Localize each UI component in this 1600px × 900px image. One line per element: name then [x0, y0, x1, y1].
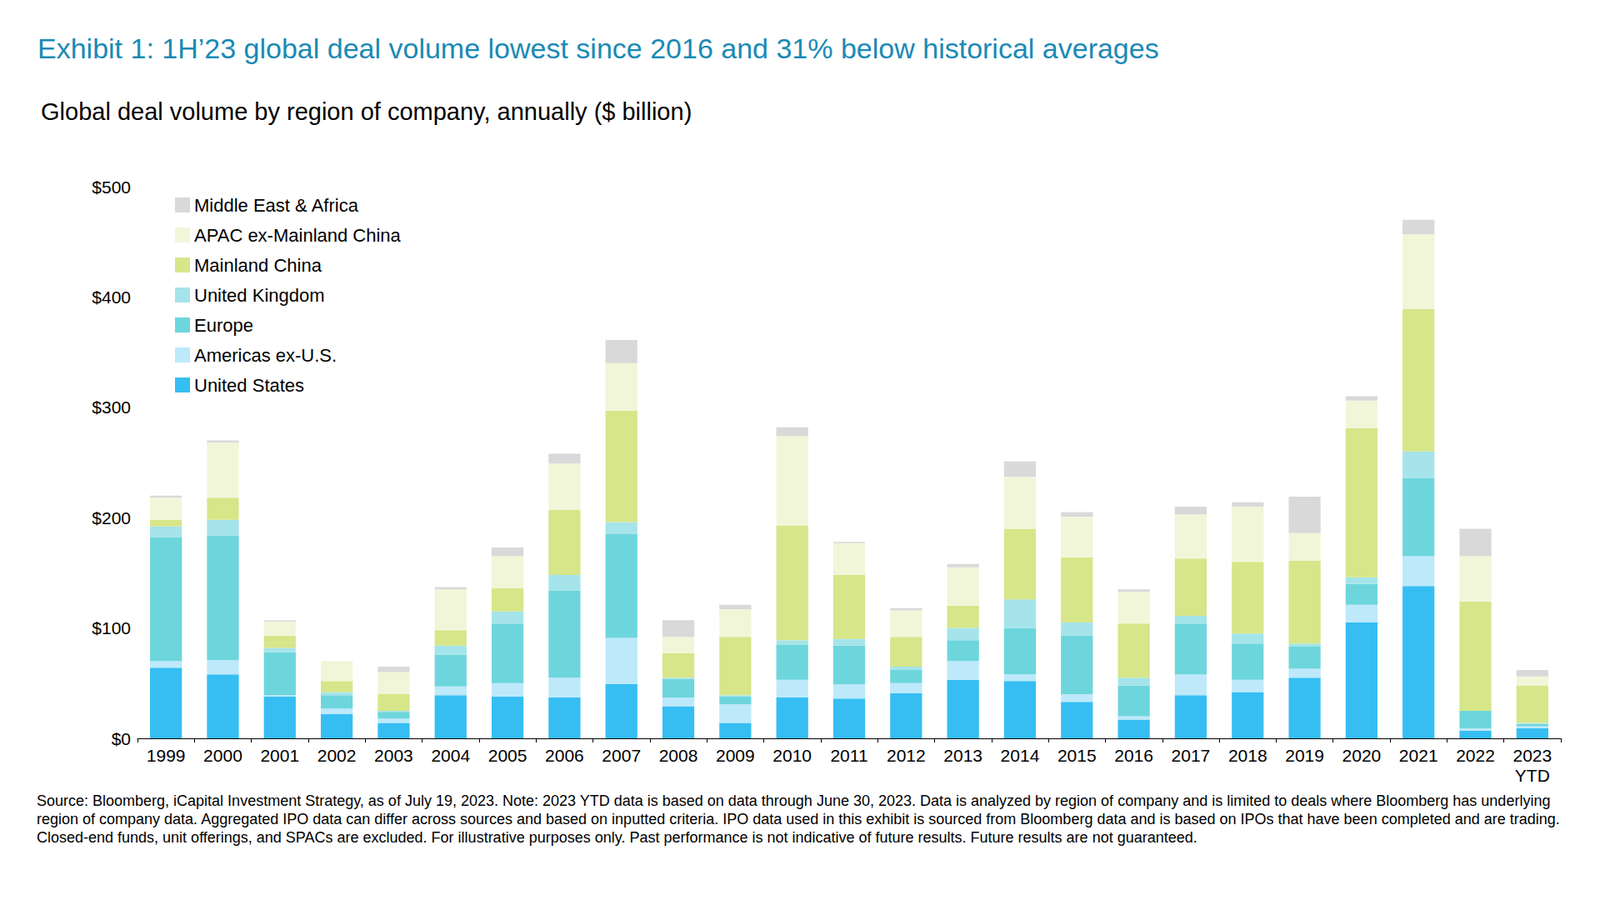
svg-text:2018: 2018 — [1228, 745, 1268, 765]
svg-text:2017: 2017 — [1171, 745, 1211, 765]
svg-text:United Kingdom: United Kingdom — [194, 285, 325, 306]
svg-text:2019: 2019 — [1285, 745, 1325, 765]
svg-text:2014: 2014 — [1000, 745, 1040, 765]
svg-text:$400: $400 — [91, 287, 131, 307]
svg-text:Source: Bloomberg, iCapital In: Source: Bloomberg, iCapital Investment S… — [36, 792, 1555, 810]
svg-text:2006: 2006 — [545, 745, 585, 765]
svg-text:Closed-end funds, unit offerin: Closed-end funds, unit offerings, and SP… — [36, 829, 1198, 846]
svg-text:$0: $0 — [111, 729, 131, 749]
svg-text:$100: $100 — [91, 618, 131, 638]
svg-text:$200: $200 — [91, 508, 131, 528]
svg-text:2009: 2009 — [715, 745, 755, 765]
svg-text:1999: 1999 — [146, 745, 186, 765]
svg-text:2013: 2013 — [943, 745, 983, 765]
svg-text:2002: 2002 — [317, 745, 357, 765]
svg-text:2005: 2005 — [488, 745, 528, 765]
svg-text:region of company data. Aggreg: region of company data. Aggregated IPO d… — [36, 810, 1565, 828]
svg-text:$300: $300 — [91, 397, 131, 417]
svg-text:2020: 2020 — [1342, 745, 1382, 765]
svg-text:Exhibit 1: 1H’23 global deal v: Exhibit 1: 1H’23 global deal volume lowe… — [37, 32, 1160, 65]
svg-text:United States: United States — [194, 375, 305, 396]
svg-text:2003: 2003 — [374, 745, 414, 765]
svg-text:APAC ex-Mainland China: APAC ex-Mainland China — [194, 225, 402, 246]
svg-text:Americas ex-U.S.: Americas ex-U.S. — [194, 345, 337, 366]
svg-text:2021: 2021 — [1399, 745, 1439, 765]
svg-text:2001: 2001 — [260, 745, 300, 765]
svg-text:2016: 2016 — [1114, 745, 1154, 765]
svg-text:2008: 2008 — [659, 745, 699, 765]
svg-text:2011: 2011 — [830, 745, 868, 765]
svg-text:2007: 2007 — [601, 745, 641, 765]
svg-text:2010: 2010 — [772, 745, 812, 765]
svg-text:Mainland China: Mainland China — [194, 255, 323, 276]
svg-text:Europe: Europe — [194, 315, 254, 336]
svg-text:2000: 2000 — [203, 745, 243, 765]
svg-text:2022: 2022 — [1455, 745, 1495, 765]
svg-text:Middle East & Africa: Middle East & Africa — [194, 195, 360, 216]
svg-text:YTD: YTD — [1515, 765, 1550, 785]
svg-text:2015: 2015 — [1057, 745, 1097, 765]
svg-text:2004: 2004 — [430, 745, 470, 765]
svg-text:2023: 2023 — [1512, 745, 1552, 765]
svg-text:2012: 2012 — [886, 745, 926, 765]
svg-text:$500: $500 — [91, 177, 131, 197]
svg-text:Global deal volume by region o: Global deal volume by region of company,… — [40, 98, 692, 125]
